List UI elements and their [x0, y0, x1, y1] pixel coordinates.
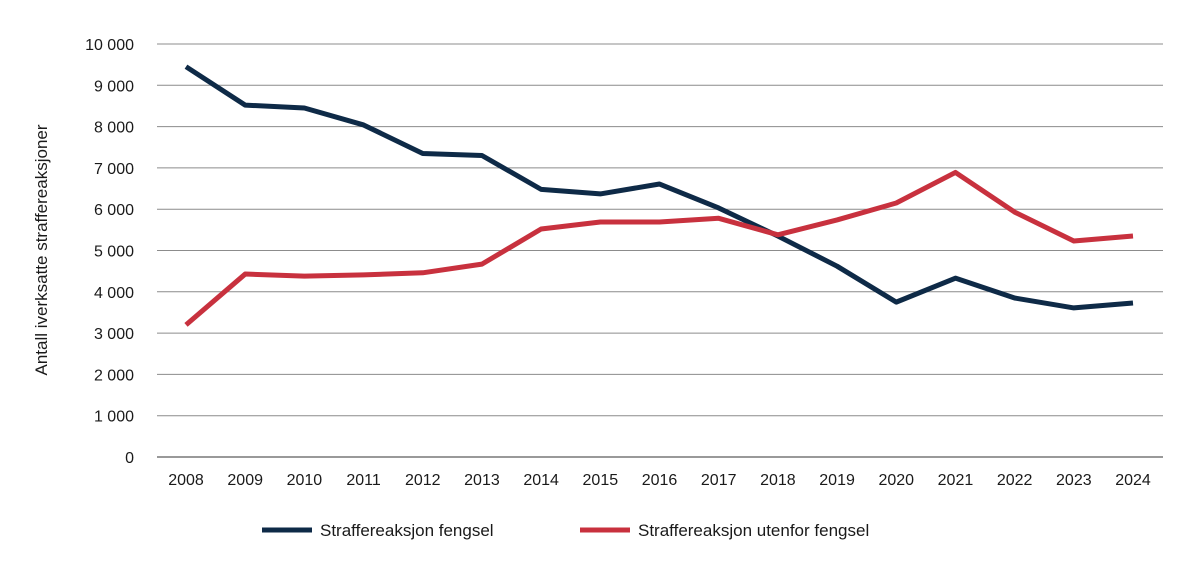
legend-label: Straffereaksjon utenfor fengsel [638, 521, 869, 540]
x-tick-label: 2022 [997, 472, 1033, 489]
x-tick-label: 2010 [287, 472, 323, 489]
x-tick-label: 2016 [642, 472, 678, 489]
x-tick-label: 2014 [523, 472, 559, 489]
series-lines [184, 64, 1134, 327]
y-tick-label: 1 000 [94, 409, 134, 426]
y-tick-label: 7 000 [94, 161, 134, 178]
y-tick-label: 10 000 [85, 37, 134, 54]
y-tick-label: 4 000 [94, 285, 134, 302]
x-tick-label: 2024 [1115, 472, 1151, 489]
x-tick-label: 2011 [346, 472, 381, 489]
x-tick-label: 2008 [168, 472, 204, 489]
y-tick-label: 2 000 [94, 367, 134, 384]
series-line-1 [184, 169, 1134, 327]
series-line-0 [184, 64, 1134, 311]
x-tick-label: 2021 [938, 472, 974, 489]
gridlines [157, 43, 1163, 458]
x-tick-label: 2009 [227, 472, 263, 489]
legend: Straffereaksjon fengsel Straffereaksjon u… [262, 521, 869, 540]
x-tick-label: 2019 [819, 472, 855, 489]
y-tick-label: 0 [125, 450, 134, 467]
x-tick-label: 2018 [760, 472, 796, 489]
y-tick-label: 8 000 [94, 120, 134, 137]
x-tick-label: 2013 [464, 472, 500, 489]
y-axis-ticks: 0 1 000 2 000 3 000 4 000 5 000 6 000 7 000 8 00… [85, 37, 134, 467]
x-tick-label: 2017 [701, 472, 737, 489]
legend-label: Straffereaksjon fengsel [320, 521, 494, 540]
y-axis-label: Antall iverksatte straffereaksjoner [32, 124, 51, 375]
y-tick-label: 5 000 [94, 244, 134, 261]
x-axis-ticks: 2008 2009 2010 2011 2012 2013 2014 2015 2016 2017… [168, 472, 1151, 489]
x-tick-label: 2020 [878, 472, 914, 489]
y-tick-label: 9 000 [94, 78, 134, 95]
x-tick-label: 2012 [405, 472, 441, 489]
x-tick-label: 2015 [583, 472, 619, 489]
y-tick-label: 3 000 [94, 326, 134, 343]
x-tick-label: 2023 [1056, 472, 1092, 489]
y-tick-label: 6 000 [94, 202, 134, 219]
